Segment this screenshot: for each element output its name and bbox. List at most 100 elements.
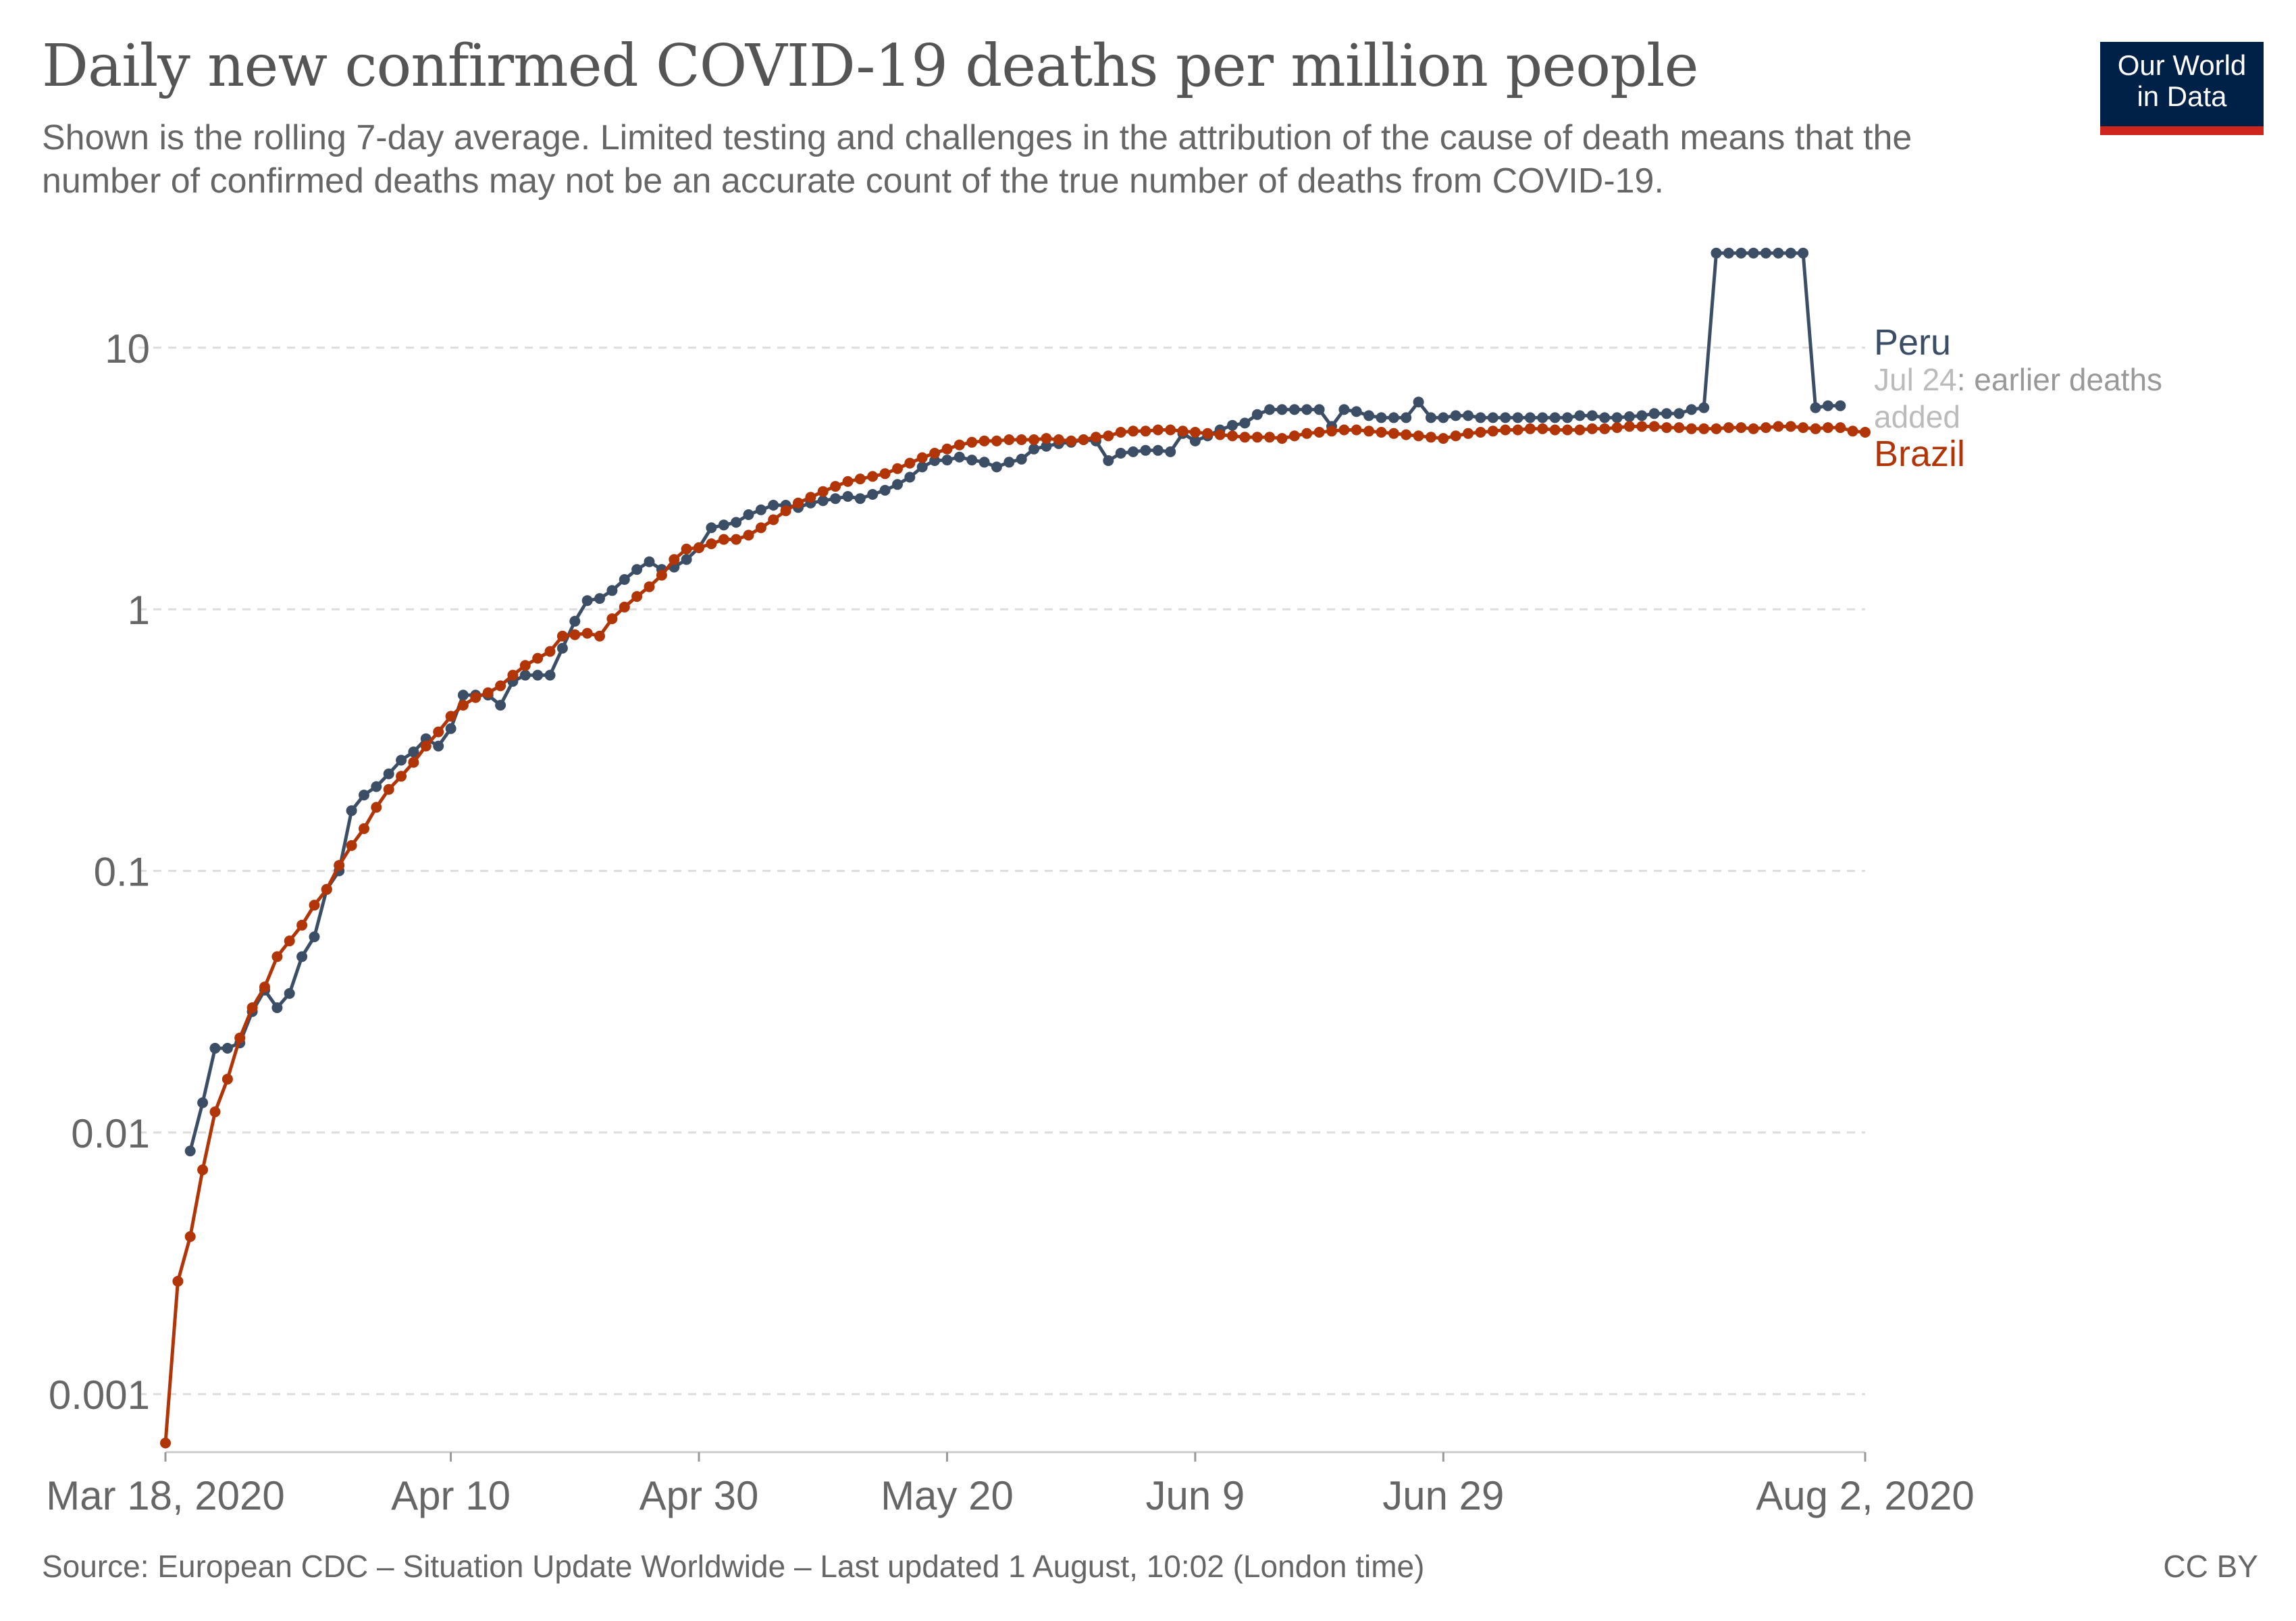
data-point-brazil[interactable]	[1500, 424, 1511, 436]
data-point-peru[interactable]	[631, 564, 643, 575]
data-point-brazil[interactable]	[470, 692, 481, 703]
data-point-brazil[interactable]	[532, 652, 544, 664]
data-point-brazil[interactable]	[1773, 421, 1784, 432]
data-point-peru[interactable]	[929, 455, 941, 466]
data-point-peru[interactable]	[1276, 404, 1288, 415]
data-point-brazil[interactable]	[656, 569, 667, 581]
data-point-peru[interactable]	[1413, 396, 1424, 408]
data-point-brazil[interactable]	[1698, 423, 1710, 434]
data-point-brazil[interactable]	[259, 981, 270, 993]
data-point-brazil[interactable]	[1165, 424, 1176, 436]
data-point-brazil[interactable]	[1214, 429, 1226, 440]
data-point-brazil[interactable]	[296, 919, 308, 931]
data-point-peru[interactable]	[1115, 448, 1126, 459]
data-point-brazil[interactable]	[1798, 422, 1809, 434]
data-point-brazil[interactable]	[1003, 434, 1015, 445]
data-point-peru[interactable]	[1512, 412, 1523, 423]
data-point-brazil[interactable]	[1549, 424, 1561, 436]
data-point-brazil[interactable]	[457, 700, 469, 711]
data-point-brazil[interactable]	[1736, 422, 1747, 434]
data-point-brazil[interactable]	[284, 935, 295, 947]
data-point-brazil[interactable]	[1537, 423, 1548, 434]
data-point-brazil[interactable]	[743, 530, 754, 541]
data-point-brazil[interactable]	[482, 687, 494, 698]
data-point-brazil[interactable]	[1512, 424, 1523, 436]
data-point-peru[interactable]	[1165, 446, 1176, 457]
data-point-brazil[interactable]	[1078, 434, 1089, 445]
data-point-peru[interactable]	[1698, 402, 1710, 413]
data-point-brazil[interactable]	[1723, 422, 1734, 434]
data-point-peru[interactable]	[1288, 404, 1300, 415]
data-point-peru[interactable]	[457, 690, 469, 701]
data-point-peru[interactable]	[1500, 412, 1511, 423]
data-point-brazil[interactable]	[1673, 422, 1685, 434]
data-point-peru[interactable]	[1648, 408, 1660, 419]
data-point-brazil[interactable]	[1016, 434, 1027, 445]
data-point-brazil[interactable]	[1860, 427, 1871, 438]
data-point-brazil[interactable]	[271, 951, 283, 962]
data-point-peru[interactable]	[1524, 412, 1536, 423]
data-point-peru[interactable]	[1537, 412, 1548, 423]
data-point-brazil[interactable]	[1189, 427, 1201, 438]
data-point-brazil[interactable]	[1686, 423, 1697, 434]
data-point-peru[interactable]	[731, 517, 742, 528]
data-point-peru[interactable]	[681, 554, 692, 565]
data-point-peru[interactable]	[1661, 408, 1672, 419]
data-point-brazil[interactable]	[1028, 434, 1040, 445]
data-point-peru[interactable]	[445, 723, 456, 734]
data-point-peru[interactable]	[1313, 404, 1325, 415]
data-point-peru[interactable]	[1574, 410, 1586, 421]
data-point-peru[interactable]	[768, 500, 779, 511]
data-point-peru[interactable]	[271, 1002, 283, 1013]
series-label-brazil[interactable]: Brazil	[1874, 434, 1965, 474]
data-point-peru[interactable]	[1711, 247, 1722, 259]
data-point-peru[interactable]	[519, 669, 531, 681]
data-point-peru[interactable]	[892, 479, 903, 490]
data-point-peru[interactable]	[309, 931, 320, 942]
data-point-brazil[interactable]	[1475, 427, 1486, 438]
data-point-peru[interactable]	[979, 457, 990, 468]
data-point-peru[interactable]	[184, 1146, 196, 1157]
data-point-brazil[interactable]	[805, 492, 816, 503]
data-point-peru[interactable]	[1673, 408, 1685, 419]
data-point-peru[interactable]	[1401, 412, 1412, 423]
data-point-brazil[interactable]	[1711, 423, 1722, 434]
data-point-brazil[interactable]	[631, 591, 643, 602]
data-point-brazil[interactable]	[383, 783, 394, 795]
data-point-peru[interactable]	[346, 805, 357, 817]
data-point-peru[interactable]	[1189, 435, 1201, 446]
data-point-peru[interactable]	[1773, 247, 1784, 259]
data-point-brazil[interactable]	[445, 711, 456, 722]
data-point-peru[interactable]	[1586, 410, 1598, 421]
data-point-brazil[interactable]	[1128, 426, 1139, 437]
data-point-peru[interactable]	[966, 455, 978, 466]
data-point-brazil[interactable]	[1822, 422, 1833, 434]
data-point-brazil[interactable]	[160, 1437, 171, 1449]
data-point-peru[interactable]	[916, 461, 928, 473]
data-point-brazil[interactable]	[1140, 426, 1151, 437]
data-point-peru[interactable]	[606, 585, 618, 596]
data-point-peru[interactable]	[1785, 247, 1796, 259]
data-point-peru[interactable]	[1227, 419, 1238, 431]
data-point-peru[interactable]	[842, 491, 854, 502]
data-point-brazil[interactable]	[1053, 434, 1064, 445]
data-point-peru[interactable]	[1301, 404, 1313, 415]
data-point-brazil[interactable]	[1041, 433, 1052, 444]
data-point-peru[interactable]	[1363, 410, 1375, 421]
data-point-brazil[interactable]	[172, 1276, 184, 1287]
data-point-brazil[interactable]	[408, 756, 419, 768]
data-point-peru[interactable]	[383, 768, 394, 779]
data-point-peru[interactable]	[1388, 412, 1399, 423]
data-point-peru[interactable]	[941, 455, 953, 466]
data-point-brazil[interactable]	[246, 1002, 258, 1013]
data-point-peru[interactable]	[619, 574, 630, 585]
series-label-peru[interactable]: Peru	[1874, 322, 1951, 363]
data-point-brazil[interactable]	[1338, 424, 1350, 436]
data-point-brazil[interactable]	[1363, 426, 1375, 437]
data-point-brazil[interactable]	[991, 435, 1002, 446]
data-point-peru[interactable]	[495, 700, 506, 711]
data-point-peru[interactable]	[569, 615, 581, 627]
data-point-peru[interactable]	[1487, 412, 1498, 423]
data-point-brazil[interactable]	[979, 435, 990, 446]
data-point-peru[interactable]	[904, 471, 916, 483]
